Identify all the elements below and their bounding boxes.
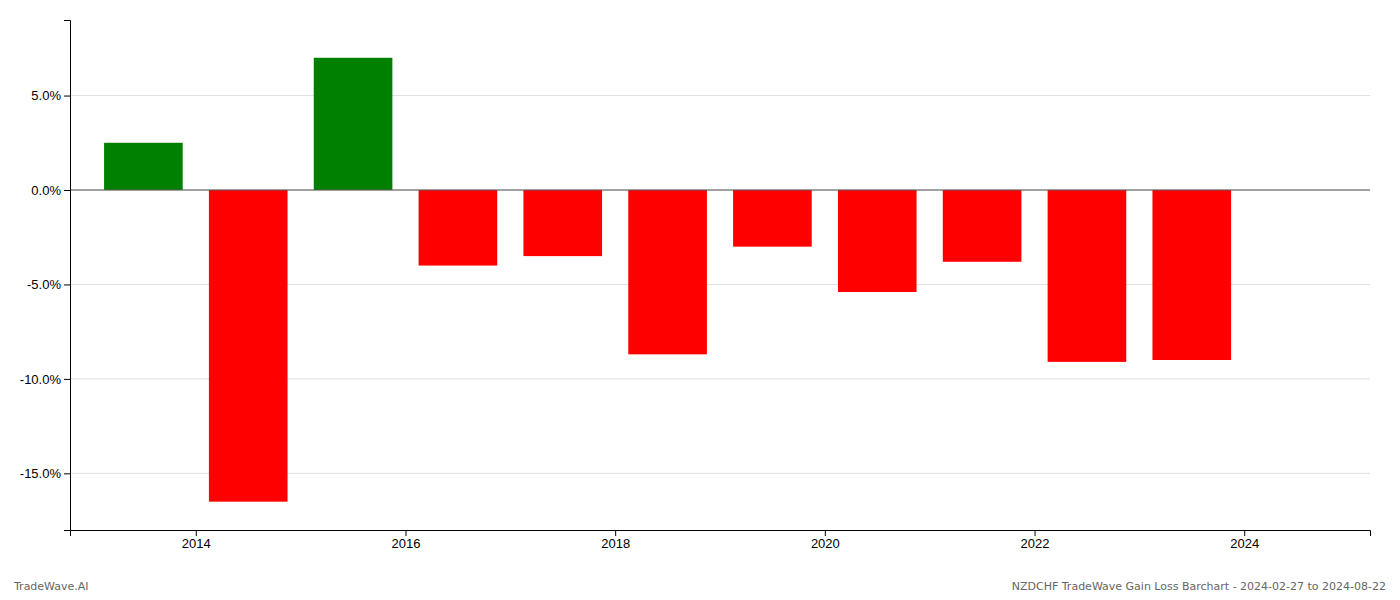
- x-tick-mark: [1244, 530, 1245, 536]
- y-tick: 0.0%: [31, 183, 70, 198]
- annotation: TradeWave.AI: [13, 580, 89, 593]
- x-tick-mark: [1035, 530, 1036, 536]
- grid-line: [70, 95, 1370, 96]
- y-tick-mark: [64, 473, 70, 474]
- bars: [104, 58, 1231, 502]
- x-tick-label: 2018: [601, 536, 630, 551]
- x-axis: 2014 2016 2018 2020 2022 2024: [71, 530, 1371, 551]
- bar: [1152, 190, 1231, 360]
- x-tick: 2018: [601, 530, 630, 551]
- y-tick-label: 5.0%: [31, 88, 61, 103]
- x-axis-line: [71, 531, 1371, 537]
- bar: [733, 190, 812, 247]
- bar: [838, 190, 917, 292]
- y-tick-label: -15.0%: [20, 466, 62, 481]
- x-tick-mark: [196, 530, 197, 536]
- x-tick-mark: [405, 530, 406, 536]
- bar: [628, 190, 707, 354]
- y-tick: -5.0%: [27, 277, 70, 292]
- y-tick-label: 0.0%: [31, 183, 61, 198]
- y-axis-line: [64, 21, 71, 531]
- bar: [943, 190, 1022, 262]
- chart: -15.0% -10.0% -5.0% 0.0% 5.0% 2014 2016 2018 202…: [0, 0, 1400, 600]
- bar: [104, 143, 183, 190]
- x-tick: 2024: [1230, 530, 1259, 551]
- x-tick-mark: [615, 530, 616, 536]
- x-tick-mark: [825, 530, 826, 536]
- x-tick-label: 2024: [1230, 536, 1259, 551]
- y-tick-label: -10.0%: [20, 372, 62, 387]
- y-tick-mark: [64, 190, 70, 191]
- y-tick: -15.0%: [20, 466, 70, 481]
- x-tick: 2014: [182, 530, 211, 551]
- bar: [314, 58, 393, 190]
- plot: -15.0% -10.0% -5.0% 0.0% 5.0% 2014 2016 2018 202…: [20, 21, 1371, 552]
- y-tick: 5.0%: [31, 88, 70, 103]
- y-tick-mark: [64, 96, 70, 97]
- y-tick: -10.0%: [20, 372, 70, 387]
- y-tick-mark: [64, 379, 70, 380]
- x-tick-label: 2022: [1021, 536, 1050, 551]
- x-tick-label: 2020: [811, 536, 840, 551]
- x-tick-label: 2016: [392, 536, 421, 551]
- bar: [419, 190, 498, 266]
- y-tick-label: -5.0%: [27, 277, 61, 292]
- x-tick: 2022: [1021, 530, 1050, 551]
- x-tick: 2016: [392, 530, 421, 551]
- grid-line: [70, 190, 1370, 191]
- x-tick: 2020: [811, 530, 840, 551]
- bar: [523, 190, 602, 256]
- bar: [1048, 190, 1127, 362]
- bar: [209, 190, 288, 502]
- annotation: NZDCHF TradeWave Gain Loss Barchart - 20…: [1012, 580, 1386, 593]
- y-tick-mark: [64, 284, 70, 285]
- y-axis: -15.0% -10.0% -5.0% 0.0% 5.0%: [20, 21, 71, 531]
- zero-line: [70, 190, 1370, 191]
- x-tick-label: 2014: [182, 536, 211, 551]
